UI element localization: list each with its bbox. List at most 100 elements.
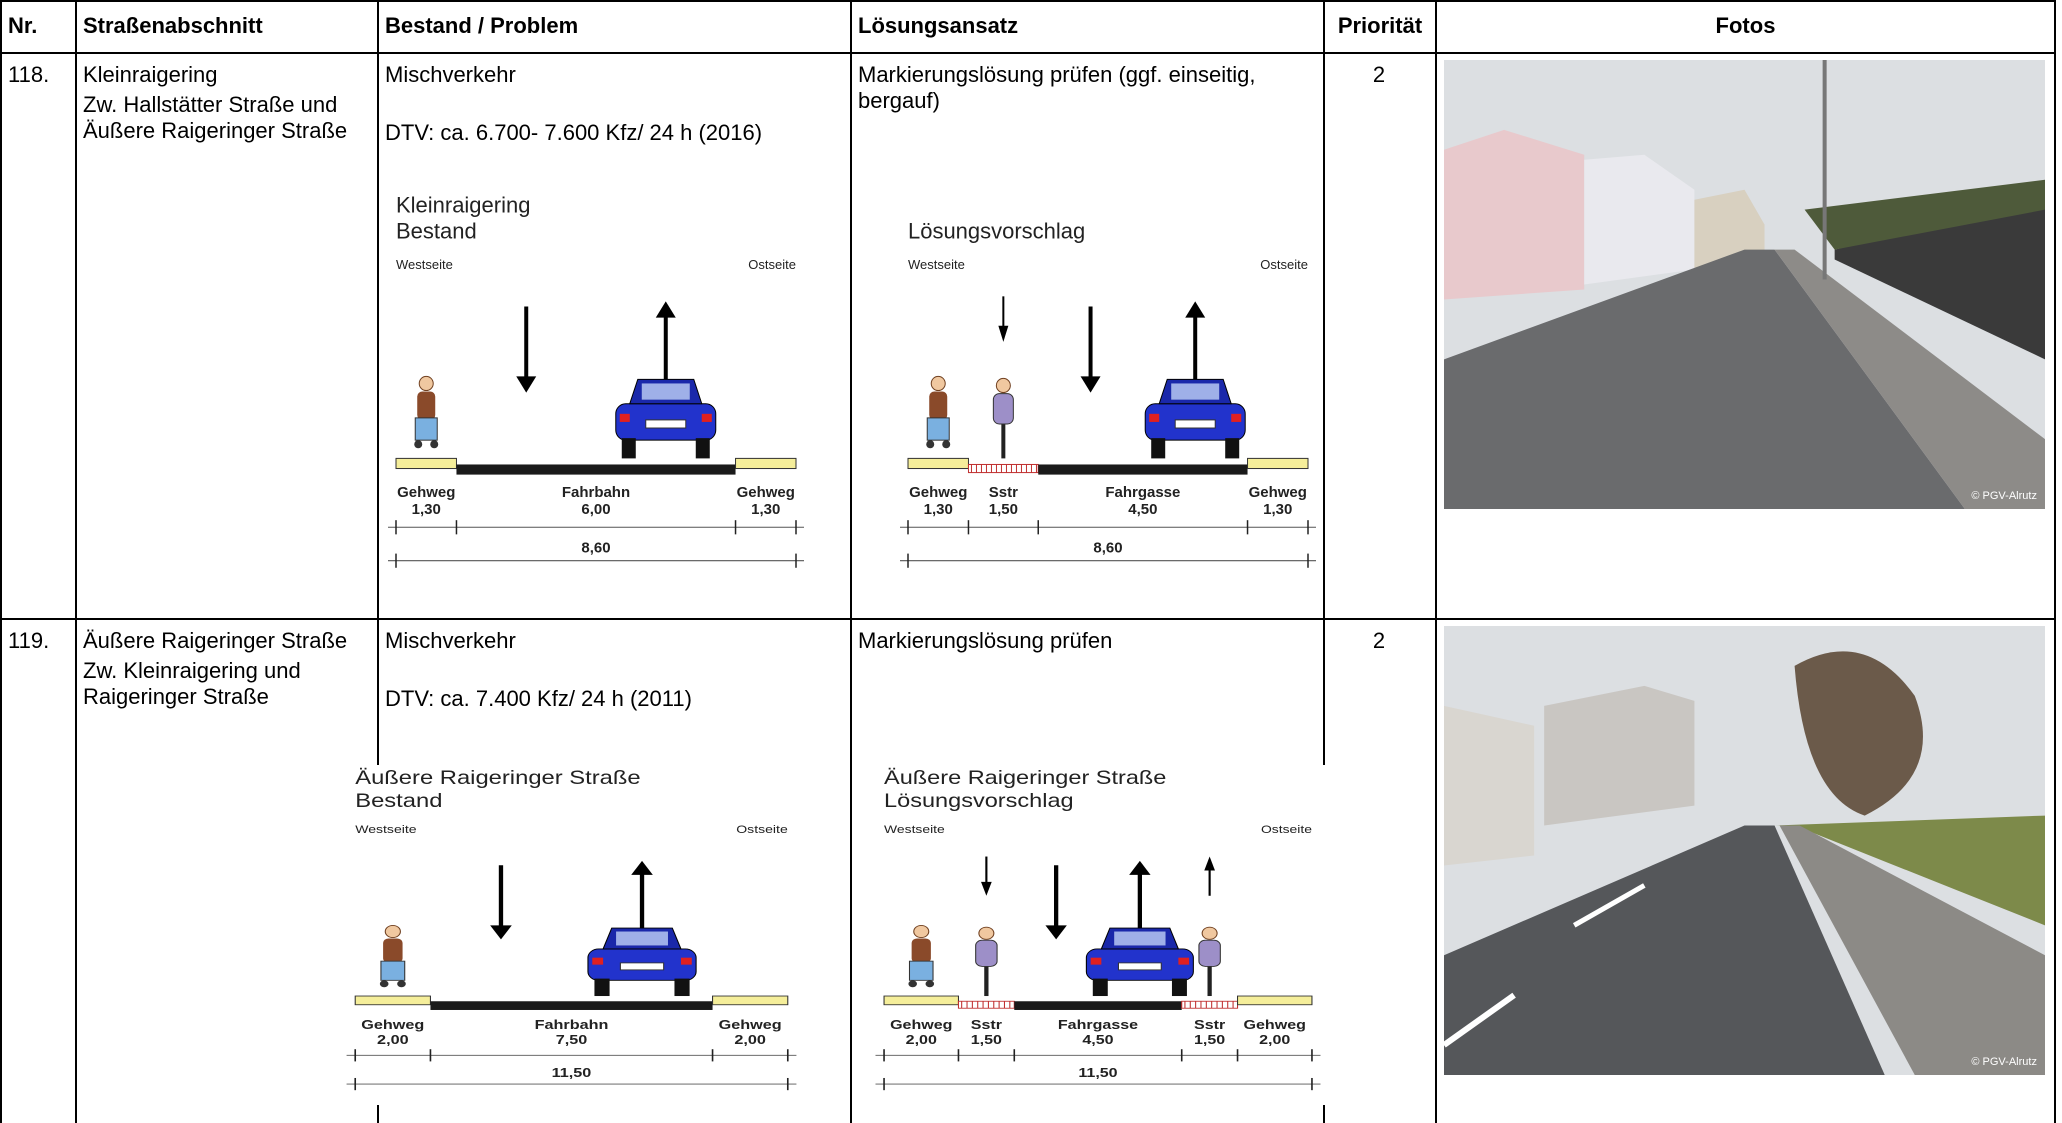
sidewalk: [1779, 825, 2045, 1075]
diagram-title: Lösungsvorschlag: [908, 218, 1085, 243]
side-label: Ostseite: [748, 257, 796, 272]
arrow: [1080, 376, 1101, 393]
solution: Markierungslösung prüfen (ggf. einseitig…: [858, 62, 1256, 113]
figure: [384, 924, 401, 939]
header-cell: Priorität: [1337, 13, 1423, 38]
row-number: 118.: [8, 62, 50, 87]
segment-label: Fahrgasse: [1105, 484, 1180, 501]
segment-label: Gehweg: [737, 484, 795, 501]
segment-label: Gehweg: [1249, 484, 1307, 501]
section-between: Zw. Kleinraigering und Raigeringer Straß…: [83, 658, 301, 709]
segment-label: Gehweg: [909, 484, 967, 501]
table-rule: [0, 0, 2, 1123]
figure: [383, 938, 403, 963]
sidewalk: [1774, 249, 2045, 509]
problem-dtv: DTV: ca. 6.700- 7.600 Kfz/ 24 h (2016): [385, 120, 763, 145]
figure: [911, 938, 931, 963]
side-label: Westseite: [884, 823, 945, 836]
sidewalk: [883, 995, 959, 1006]
car: [1114, 931, 1166, 946]
car: [1174, 419, 1216, 429]
arrow: [1129, 860, 1151, 875]
cross-section: Äußere Raigeringer StraßeLösungsvorschla…: [868, 765, 1328, 1105]
table-rule: [0, 52, 2056, 54]
figure: [908, 960, 934, 981]
car: [680, 957, 692, 965]
photo: © PGV-Alrutz: [1444, 60, 2045, 509]
segment-width: 7,50: [556, 1033, 588, 1047]
roadway: [1038, 464, 1248, 475]
header-cell: Bestand / Problem: [385, 13, 579, 38]
car: [616, 931, 668, 946]
sidewalk: [354, 995, 431, 1006]
car: [1171, 978, 1187, 997]
arrow: [981, 881, 992, 896]
figure: [913, 924, 930, 939]
figure: [930, 375, 946, 392]
car: [1090, 957, 1102, 965]
car: [619, 413, 630, 422]
fence: [1834, 199, 2045, 360]
photo-credit: © PGV-Alrutz: [1971, 1056, 2037, 1068]
lane-marking: [1572, 883, 1646, 928]
segment-label: Gehweg: [397, 484, 455, 501]
arrow: [631, 860, 653, 875]
figure: [942, 440, 951, 449]
problem-type: Mischverkehr: [385, 628, 516, 653]
figure: [414, 440, 423, 449]
figure: [925, 980, 935, 988]
segment-width: 6,00: [581, 501, 610, 518]
total-width: 8,60: [1093, 540, 1122, 557]
car: [1225, 438, 1240, 459]
lane-marking: [1444, 992, 1516, 1048]
photo-credit: © PGV-Alrutz: [1971, 490, 2037, 502]
sidewalk: [1237, 995, 1313, 1006]
roadway: [1014, 1001, 1182, 1010]
segment-width: 1,30: [751, 501, 780, 518]
arrow: [998, 325, 1009, 342]
sidewalk: [1247, 457, 1309, 470]
table-rule: [1323, 0, 1325, 1123]
total-width: 11,50: [1078, 1066, 1117, 1080]
segment-width: 1,30: [412, 501, 441, 518]
side-label: Ostseite: [1260, 257, 1308, 272]
figure: [975, 939, 998, 967]
section: Kleinraigering Zw. Hallstätter Straße und…: [83, 62, 368, 144]
car: [674, 978, 690, 997]
segment-width: 2,00: [734, 1033, 766, 1047]
segment-width: 1,30: [1263, 501, 1292, 518]
car: [1117, 962, 1162, 971]
segment-label: Sstr: [989, 484, 1018, 501]
car: [592, 957, 604, 965]
car: [1178, 957, 1190, 965]
sidewalk: [735, 457, 797, 470]
figure: [379, 980, 389, 988]
table-rule: [0, 0, 2056, 2]
figure: [397, 980, 406, 988]
table-rule: [850, 0, 852, 1123]
figure: [908, 980, 917, 988]
segment-label: Sstr: [971, 1018, 1003, 1032]
figure: [992, 393, 1014, 425]
segment-width: 2,00: [906, 1033, 937, 1047]
section-between: Zw. Hallstätter Straße und Äußere Raiger…: [83, 92, 348, 143]
row-number: 119.: [8, 628, 50, 653]
segment-label: Gehweg: [1244, 1018, 1306, 1032]
car: [1149, 413, 1160, 422]
figure: [978, 926, 995, 940]
header-cell: Straßenabschnitt: [83, 13, 263, 38]
house: [1584, 154, 1695, 285]
car: [641, 383, 690, 400]
tree: [1794, 651, 1923, 816]
problem-type: Mischverkehr: [385, 62, 516, 87]
figure: [995, 377, 1011, 394]
table-rule: [2054, 0, 2056, 1123]
solution: Markierungslösung prüfen: [858, 628, 1113, 653]
figure: [414, 417, 438, 441]
section: Äußere Raigeringer Straße Zw. Kleinraiger…: [83, 628, 368, 710]
sidewalk: [712, 995, 789, 1006]
car: [1231, 413, 1242, 422]
section-name: Kleinraigering: [83, 62, 218, 87]
